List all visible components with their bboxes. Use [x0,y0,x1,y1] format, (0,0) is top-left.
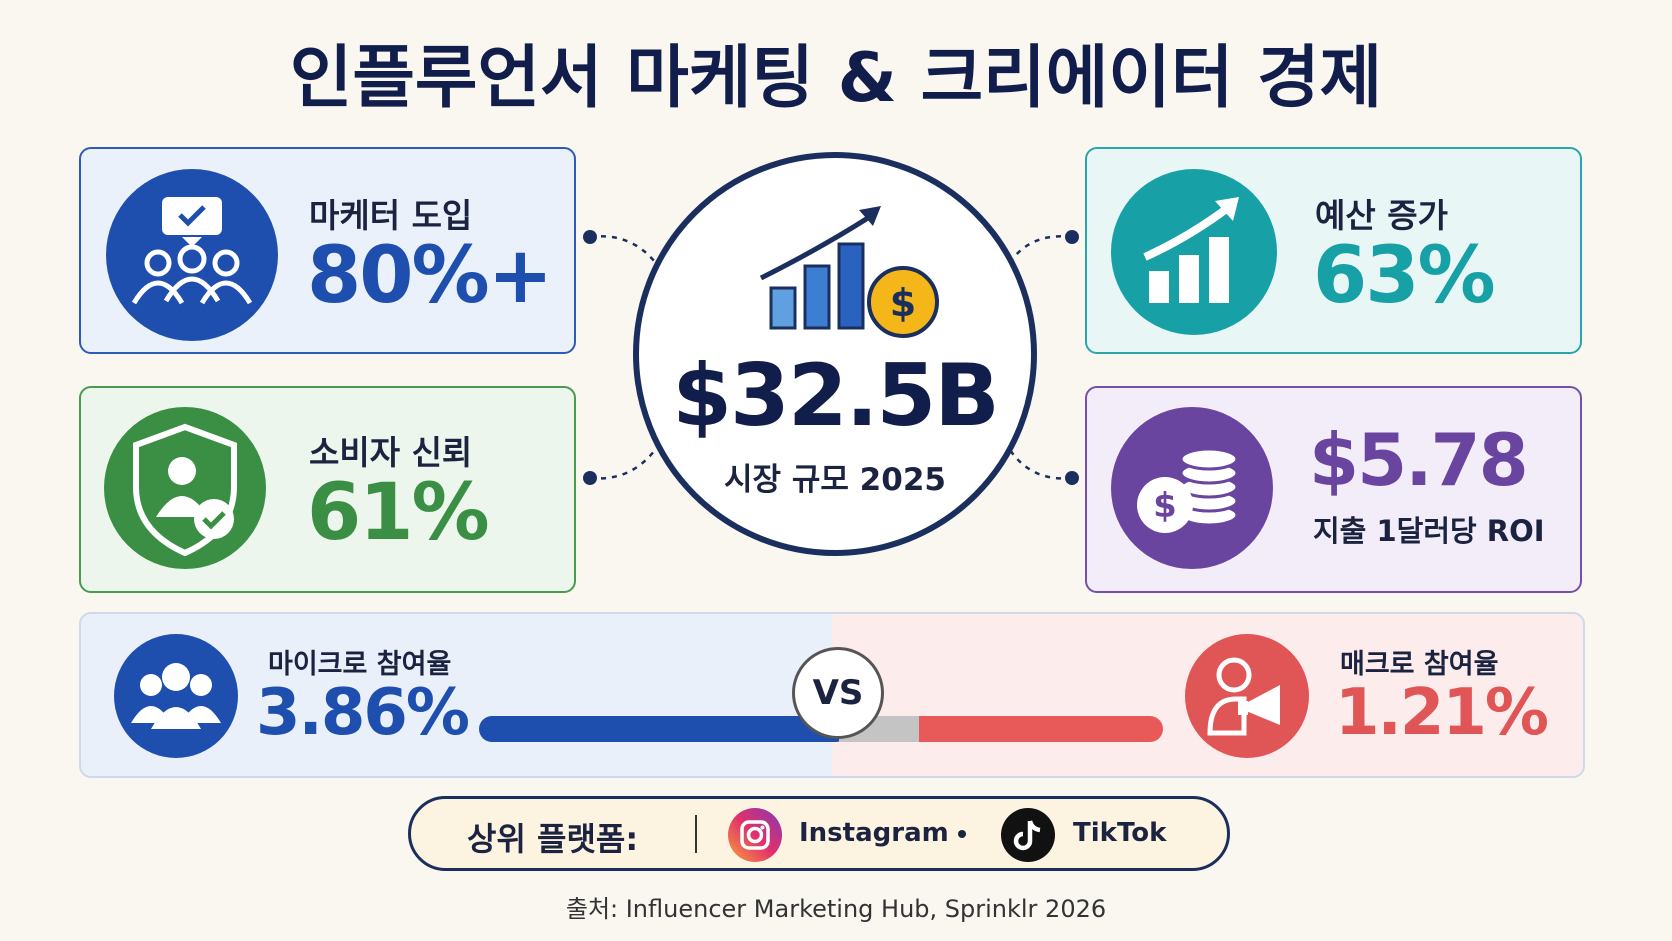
card-budget: 예산 증가 63% [1085,147,1582,354]
card-value: $5.78 [1309,418,1529,502]
icon-tiktok [1001,808,1055,862]
icon-people [106,169,278,341]
svg-text:$: $ [1153,486,1177,526]
card-value: 63% [1313,231,1496,321]
connectors [589,235,1073,480]
divider [695,815,697,853]
card-label: 예산 증가 [1315,196,1448,235]
icon-growth [1111,169,1277,335]
platform-name: Instagram [799,818,949,848]
icon-group [114,634,238,758]
vs-badge: VS [792,647,884,739]
title: 인플루언서 마케팅 & 크리에이터 경제 [289,39,1383,118]
macro-value: 1.21% [1335,676,1549,750]
center-value: $32.5B [672,346,1000,446]
svg-text:$: $ [890,281,916,325]
icon-shield [104,407,266,569]
icon-instagram [728,808,782,862]
center-label: 시장 규모 2025 [724,462,946,498]
platform-name: TikTok [1073,818,1167,848]
icon-coins: $ [1111,407,1273,569]
comparison-bar [479,716,1163,742]
separator-dot [958,830,966,838]
icon-chart: $ [759,206,939,338]
icon-megaphone [1185,634,1309,758]
card-marketers: 마케터 도입 80%+ [79,147,576,354]
card-value: 80%+ [307,231,553,321]
micro-value: 3.86% [256,676,470,750]
center-circle: $ $32.5B 시장 규모 2025 [633,152,1037,556]
card-label: 소비자 신뢰 [309,433,473,472]
platform-pill: 상위 플랫폼: Instagram TikTok [408,796,1230,871]
card-label: 마케터 도입 [309,196,473,235]
micro-label: 마이크로 참여율 [268,649,452,680]
card-trust: 소비자 신뢰 61% [79,386,576,593]
source: 출처: Influencer Marketing Hub, Sprinklr 2… [565,895,1107,923]
platform-label: 상위 플랫폼: [467,820,639,858]
card-roi: $ $5.78 지출 1달러당 ROI [1085,386,1582,593]
comparison-panel: 마이크로 참여율 3.86% VS 매크로 참여율 1.21% [79,612,1585,778]
card-value: 61% [307,468,490,558]
macro-label: 매크로 참여율 [1340,649,1499,680]
card-label: 지출 1달러당 ROI [1313,514,1545,548]
